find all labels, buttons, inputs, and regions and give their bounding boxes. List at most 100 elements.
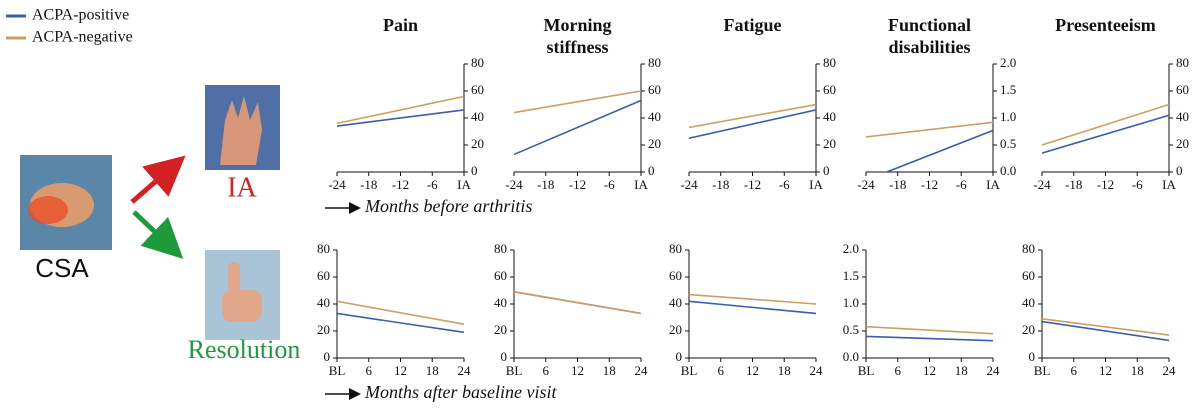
y-tick-label: 20 (471, 136, 484, 151)
ia-label: IA (227, 172, 257, 203)
series-line (866, 327, 993, 334)
x-tick-label: 6 (543, 363, 550, 378)
caption-bottom: Months after baseline visit (364, 382, 557, 402)
x-tick-label: 18 (955, 363, 968, 378)
series-line (866, 122, 993, 137)
x-tick-label: 6 (1071, 363, 1078, 378)
y-tick-label: 0 (676, 349, 683, 364)
x-tick-label: -12 (392, 177, 409, 192)
y-tick-label: 40 (494, 295, 507, 310)
y-tick-label: 40 (1176, 109, 1189, 124)
y-tick-label: 20 (669, 322, 682, 337)
x-tick-label: 6 (718, 363, 725, 378)
resolution-label: Resolution (188, 335, 301, 364)
y-tick-label: 0.5 (843, 322, 859, 337)
x-tick-label: -12 (744, 177, 761, 192)
chart-title: Morning stiffness (513, 14, 643, 58)
y-tick-label: 2.0 (1000, 55, 1016, 70)
x-tick-label: 18 (1131, 363, 1144, 378)
photo-ia (205, 85, 280, 170)
y-tick-label: 1.0 (843, 295, 859, 310)
y-tick-label: 40 (1022, 295, 1035, 310)
y-tick-label: 60 (1022, 268, 1035, 283)
y-tick-label: 60 (823, 82, 836, 97)
x-tick-label: 12 (394, 363, 407, 378)
y-tick-label: 40 (669, 295, 682, 310)
x-tick-label: -6 (1132, 177, 1143, 192)
y-tick-label: 80 (317, 241, 330, 256)
series-line (337, 110, 464, 126)
y-tick-label: 0 (1029, 349, 1036, 364)
x-tick-label: -24 (857, 177, 875, 192)
x-tick-label: BL (858, 363, 875, 378)
series-line (1042, 319, 1169, 335)
x-tick-label: BL (506, 363, 523, 378)
x-tick-label: -6 (956, 177, 967, 192)
x-tick-label: IA (634, 177, 648, 192)
y-tick-label: 2.0 (843, 241, 859, 256)
photo-resolution (205, 250, 280, 340)
chart-title: Pain (336, 14, 466, 36)
x-tick-label: IA (457, 177, 471, 192)
x-tick-label: 12 (571, 363, 584, 378)
y-tick-label: 80 (494, 241, 507, 256)
y-tick-label: 60 (471, 82, 484, 97)
x-tick-label: -18 (1065, 177, 1082, 192)
y-tick-label: 1.5 (1000, 82, 1016, 97)
x-tick-label: -6 (779, 177, 790, 192)
y-tick-label: 60 (1176, 82, 1189, 97)
x-tick-label: 18 (778, 363, 791, 378)
x-tick-label: 24 (987, 363, 1001, 378)
x-tick-label: BL (1034, 363, 1051, 378)
x-tick-label: IA (809, 177, 823, 192)
y-tick-label: 0 (471, 163, 478, 178)
x-tick-label: -18 (712, 177, 729, 192)
x-tick-label: 24 (635, 363, 649, 378)
x-tick-label: -24 (505, 177, 523, 192)
x-tick-label: 18 (426, 363, 439, 378)
x-tick-label: -6 (604, 177, 615, 192)
figure: CSA IA Resolution Months before arthriti… (0, 0, 1201, 408)
x-tick-label: -12 (569, 177, 586, 192)
y-tick-label: 0.0 (1000, 163, 1016, 178)
x-tick-label: -18 (537, 177, 554, 192)
arrow-resolution (134, 212, 176, 252)
y-tick-label: 1.5 (843, 268, 859, 283)
x-tick-label: BL (329, 363, 346, 378)
chart-title: Fatigue (688, 14, 818, 36)
series-line (514, 292, 641, 314)
y-tick-label: 60 (317, 268, 330, 283)
x-tick-label: -24 (680, 177, 698, 192)
caption-top: Months before arthritis (364, 196, 532, 216)
x-tick-label: 6 (895, 363, 902, 378)
y-tick-label: 60 (494, 268, 507, 283)
x-tick-label: -12 (921, 177, 938, 192)
y-tick-label: 80 (648, 55, 661, 70)
x-tick-label: -12 (1097, 177, 1114, 192)
x-tick-label: 24 (1163, 363, 1177, 378)
csa-label: CSA (35, 253, 89, 283)
y-tick-label: 40 (648, 109, 661, 124)
x-tick-label: -24 (1033, 177, 1051, 192)
y-tick-label: 80 (669, 241, 682, 256)
y-tick-label: 20 (317, 322, 330, 337)
series-line (866, 336, 993, 340)
y-tick-label: 40 (471, 109, 484, 124)
x-tick-label: 12 (923, 363, 936, 378)
y-tick-label: 0 (501, 349, 508, 364)
x-tick-label: 24 (810, 363, 824, 378)
legend-label: ACPA-negative (32, 29, 133, 46)
x-tick-label: 12 (746, 363, 759, 378)
series-line (337, 301, 464, 324)
y-tick-label: 0 (823, 163, 830, 178)
series-line (1042, 115, 1169, 153)
x-tick-label: IA (986, 177, 1000, 192)
x-tick-label: -18 (889, 177, 906, 192)
y-tick-label: 80 (823, 55, 836, 70)
series-line (1042, 322, 1169, 341)
x-tick-label: 12 (1099, 363, 1112, 378)
y-tick-label: 20 (1022, 322, 1035, 337)
x-tick-label: BL (681, 363, 698, 378)
chart-title: Functional disabilities (865, 14, 995, 58)
x-tick-label: -18 (360, 177, 377, 192)
